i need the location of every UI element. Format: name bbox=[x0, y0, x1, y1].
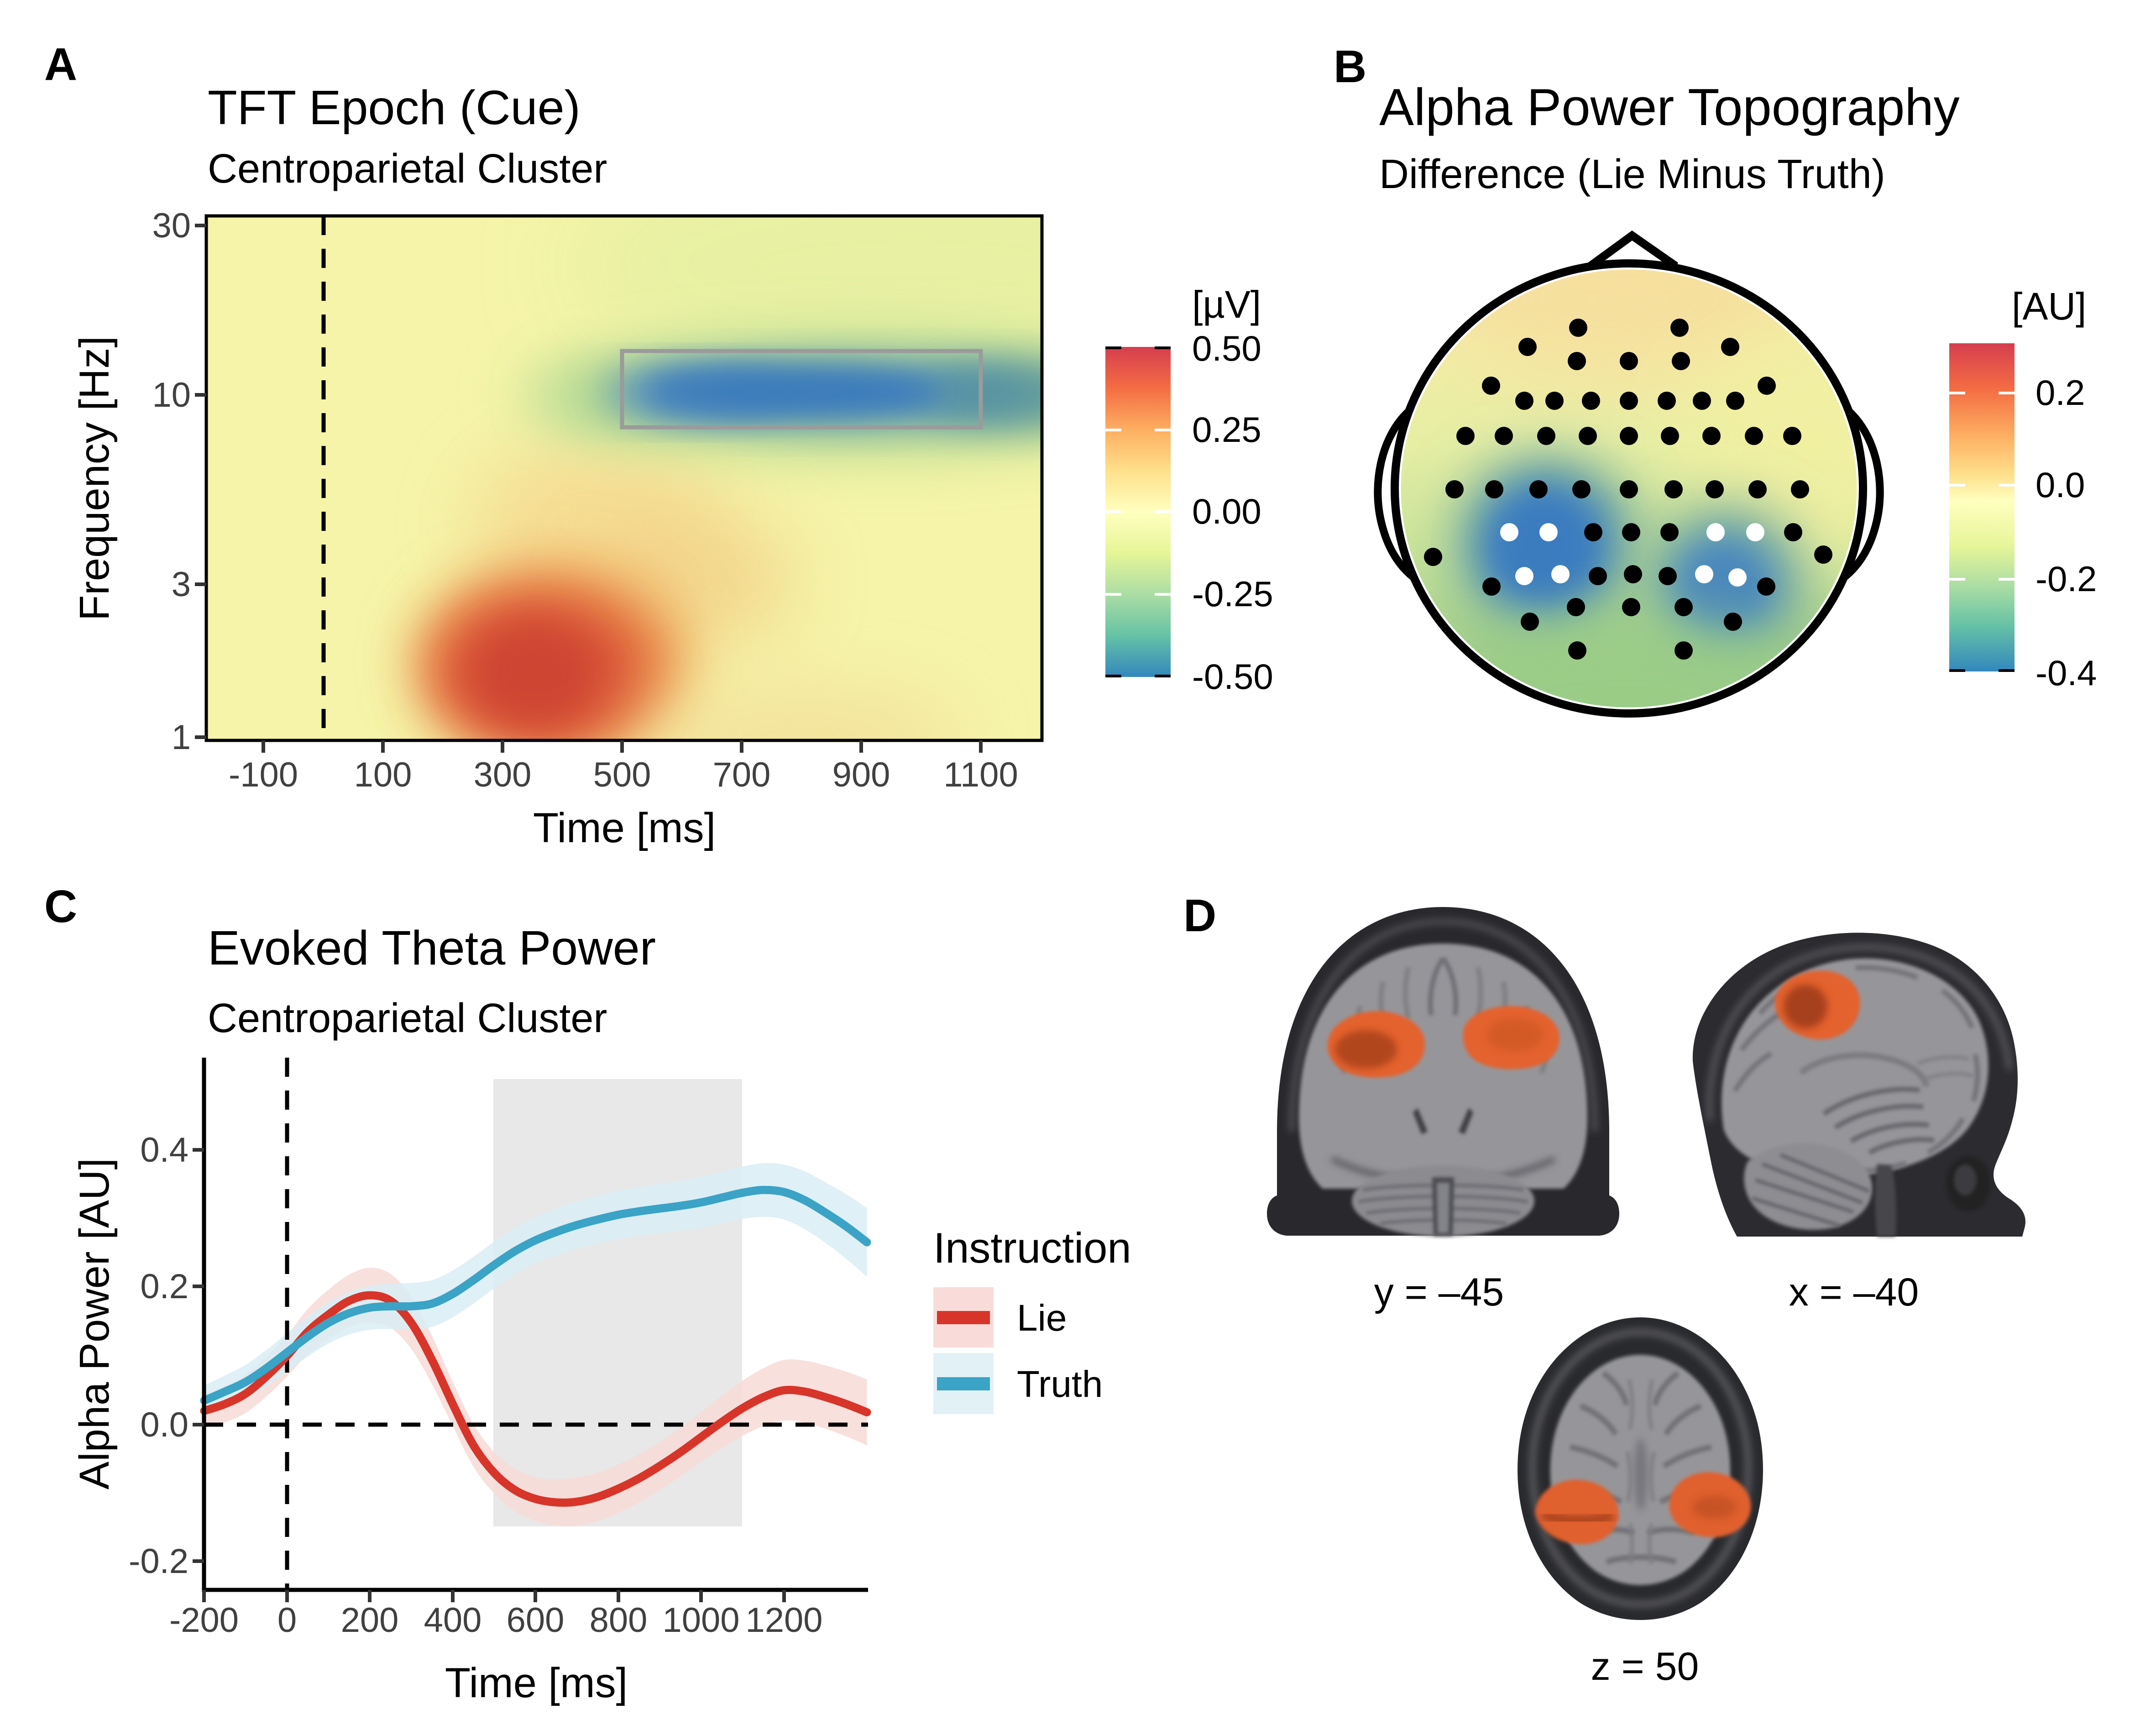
svg-text:Alpha Power [AU]: Alpha Power [AU] bbox=[71, 1158, 118, 1489]
svg-text:y = –45: y = –45 bbox=[1374, 1270, 1504, 1314]
svg-text:10: 10 bbox=[152, 376, 191, 414]
svg-text:x = –40: x = –40 bbox=[1789, 1270, 1919, 1314]
svg-text:-0.2: -0.2 bbox=[2036, 559, 2097, 599]
svg-text:0.0: 0.0 bbox=[2036, 465, 2085, 505]
svg-text:-0.2: -0.2 bbox=[129, 1542, 188, 1581]
svg-text:Lie: Lie bbox=[1017, 1297, 1067, 1339]
svg-text:Instruction: Instruction bbox=[933, 1224, 1131, 1272]
svg-text:600: 600 bbox=[507, 1601, 565, 1640]
svg-text:300: 300 bbox=[474, 755, 532, 794]
svg-text:800: 800 bbox=[590, 1601, 648, 1640]
svg-text:[µV]: [µV] bbox=[1192, 283, 1261, 326]
svg-text:-100: -100 bbox=[229, 755, 298, 794]
svg-text:0.2: 0.2 bbox=[2036, 372, 2085, 413]
svg-text:B: B bbox=[1334, 41, 1366, 92]
svg-text:700: 700 bbox=[713, 755, 771, 794]
svg-text:1000: 1000 bbox=[662, 1601, 739, 1640]
svg-text:TFT Epoch (Cue): TFT Epoch (Cue) bbox=[208, 81, 581, 135]
svg-text:-0.50: -0.50 bbox=[1192, 656, 1273, 697]
svg-text:Centroparietal Cluster: Centroparietal Cluster bbox=[208, 146, 607, 192]
svg-text:-0.25: -0.25 bbox=[1192, 574, 1273, 614]
svg-text:0: 0 bbox=[277, 1601, 297, 1640]
svg-text:0.4: 0.4 bbox=[140, 1131, 188, 1169]
svg-text:Centroparietal Cluster: Centroparietal Cluster bbox=[208, 996, 607, 1041]
svg-text:-200: -200 bbox=[169, 1601, 239, 1640]
svg-text:1200: 1200 bbox=[745, 1601, 822, 1640]
svg-text:0.2: 0.2 bbox=[140, 1267, 188, 1306]
svg-text:Frequency [Hz]: Frequency [Hz] bbox=[71, 336, 118, 621]
svg-text:z = 50: z = 50 bbox=[1591, 1645, 1699, 1688]
svg-text:1100: 1100 bbox=[943, 755, 1018, 794]
svg-text:0.25: 0.25 bbox=[1192, 409, 1261, 450]
svg-text:Difference (Lie Minus Truth): Difference (Lie Minus Truth) bbox=[1379, 152, 1885, 197]
svg-text:Time [ms]: Time [ms] bbox=[445, 1660, 628, 1706]
svg-text:400: 400 bbox=[424, 1601, 482, 1640]
svg-text:Alpha Power Topography: Alpha Power Topography bbox=[1379, 79, 1960, 136]
svg-text:3: 3 bbox=[172, 565, 191, 604]
svg-text:200: 200 bbox=[341, 1601, 399, 1640]
svg-text:0.50: 0.50 bbox=[1192, 328, 1261, 368]
svg-text:30: 30 bbox=[152, 206, 191, 245]
svg-text:500: 500 bbox=[593, 755, 651, 794]
svg-text:C: C bbox=[44, 881, 77, 932]
svg-text:0.00: 0.00 bbox=[1192, 491, 1261, 531]
svg-text:Truth: Truth bbox=[1017, 1363, 1103, 1405]
svg-text:[AU]: [AU] bbox=[2012, 285, 2086, 328]
svg-text:D: D bbox=[1183, 890, 1216, 941]
svg-text:-0.4: -0.4 bbox=[2036, 653, 2097, 693]
svg-text:A: A bbox=[44, 39, 77, 90]
svg-text:Evoked Theta Power: Evoked Theta Power bbox=[208, 921, 656, 975]
svg-text:900: 900 bbox=[832, 755, 890, 794]
svg-text:100: 100 bbox=[354, 755, 412, 794]
svg-text:Time [ms]: Time [ms] bbox=[533, 805, 716, 851]
svg-text:0.0: 0.0 bbox=[140, 1405, 188, 1444]
svg-text:1: 1 bbox=[172, 718, 191, 757]
